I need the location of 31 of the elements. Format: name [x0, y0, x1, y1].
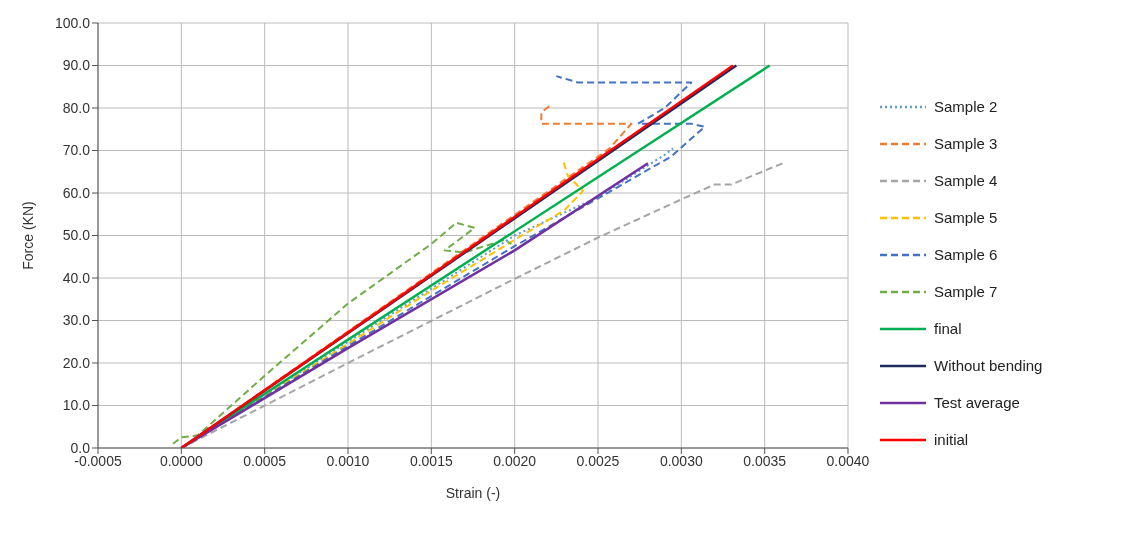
legend-label: Sample 2: [934, 98, 998, 115]
legend-label: Sample 5: [934, 209, 998, 226]
y-tick-label: 10.0: [62, 397, 91, 414]
y-axis-title: Force (KN): [19, 201, 36, 270]
x-tick-label: 0.0040: [826, 452, 870, 469]
y-tick-label: 60.0: [62, 184, 91, 201]
y-tick-label: 20.0: [62, 354, 91, 371]
legend-label: Test average: [934, 394, 1020, 411]
legend-label: Without bending: [934, 357, 1043, 374]
y-tick-label: 70.0: [62, 142, 91, 159]
legend-label: Sample 7: [934, 283, 998, 300]
x-tick-label: 0.0030: [659, 452, 703, 469]
legend-label: final: [934, 320, 962, 337]
y-tick-label: 30.0: [62, 312, 91, 329]
x-tick-label: 0.0025: [576, 452, 620, 469]
legend-label: initial: [934, 431, 969, 448]
x-tick-label: 0.0020: [493, 452, 537, 469]
x-tick-label: 0.0015: [409, 452, 453, 469]
x-tick-label: 0.0010: [326, 452, 370, 469]
y-tick-label: 90.0: [62, 57, 91, 74]
x-axis-title: Strain (-): [445, 485, 501, 501]
y-tick-label: 100.0: [54, 14, 91, 31]
y-tick-label: 40.0: [62, 269, 91, 286]
y-tick-label: 50.0: [62, 227, 91, 244]
y-tick-label: 80.0: [62, 99, 91, 116]
legend-label: Sample 3: [934, 135, 998, 152]
x-tick-label: 0.0000: [159, 452, 203, 469]
legend-label: Sample 4: [934, 172, 998, 189]
legend-label: Sample 6: [934, 246, 998, 263]
x-tick-label: 0.0035: [743, 452, 787, 469]
x-tick-label: 0.0005: [243, 452, 287, 469]
